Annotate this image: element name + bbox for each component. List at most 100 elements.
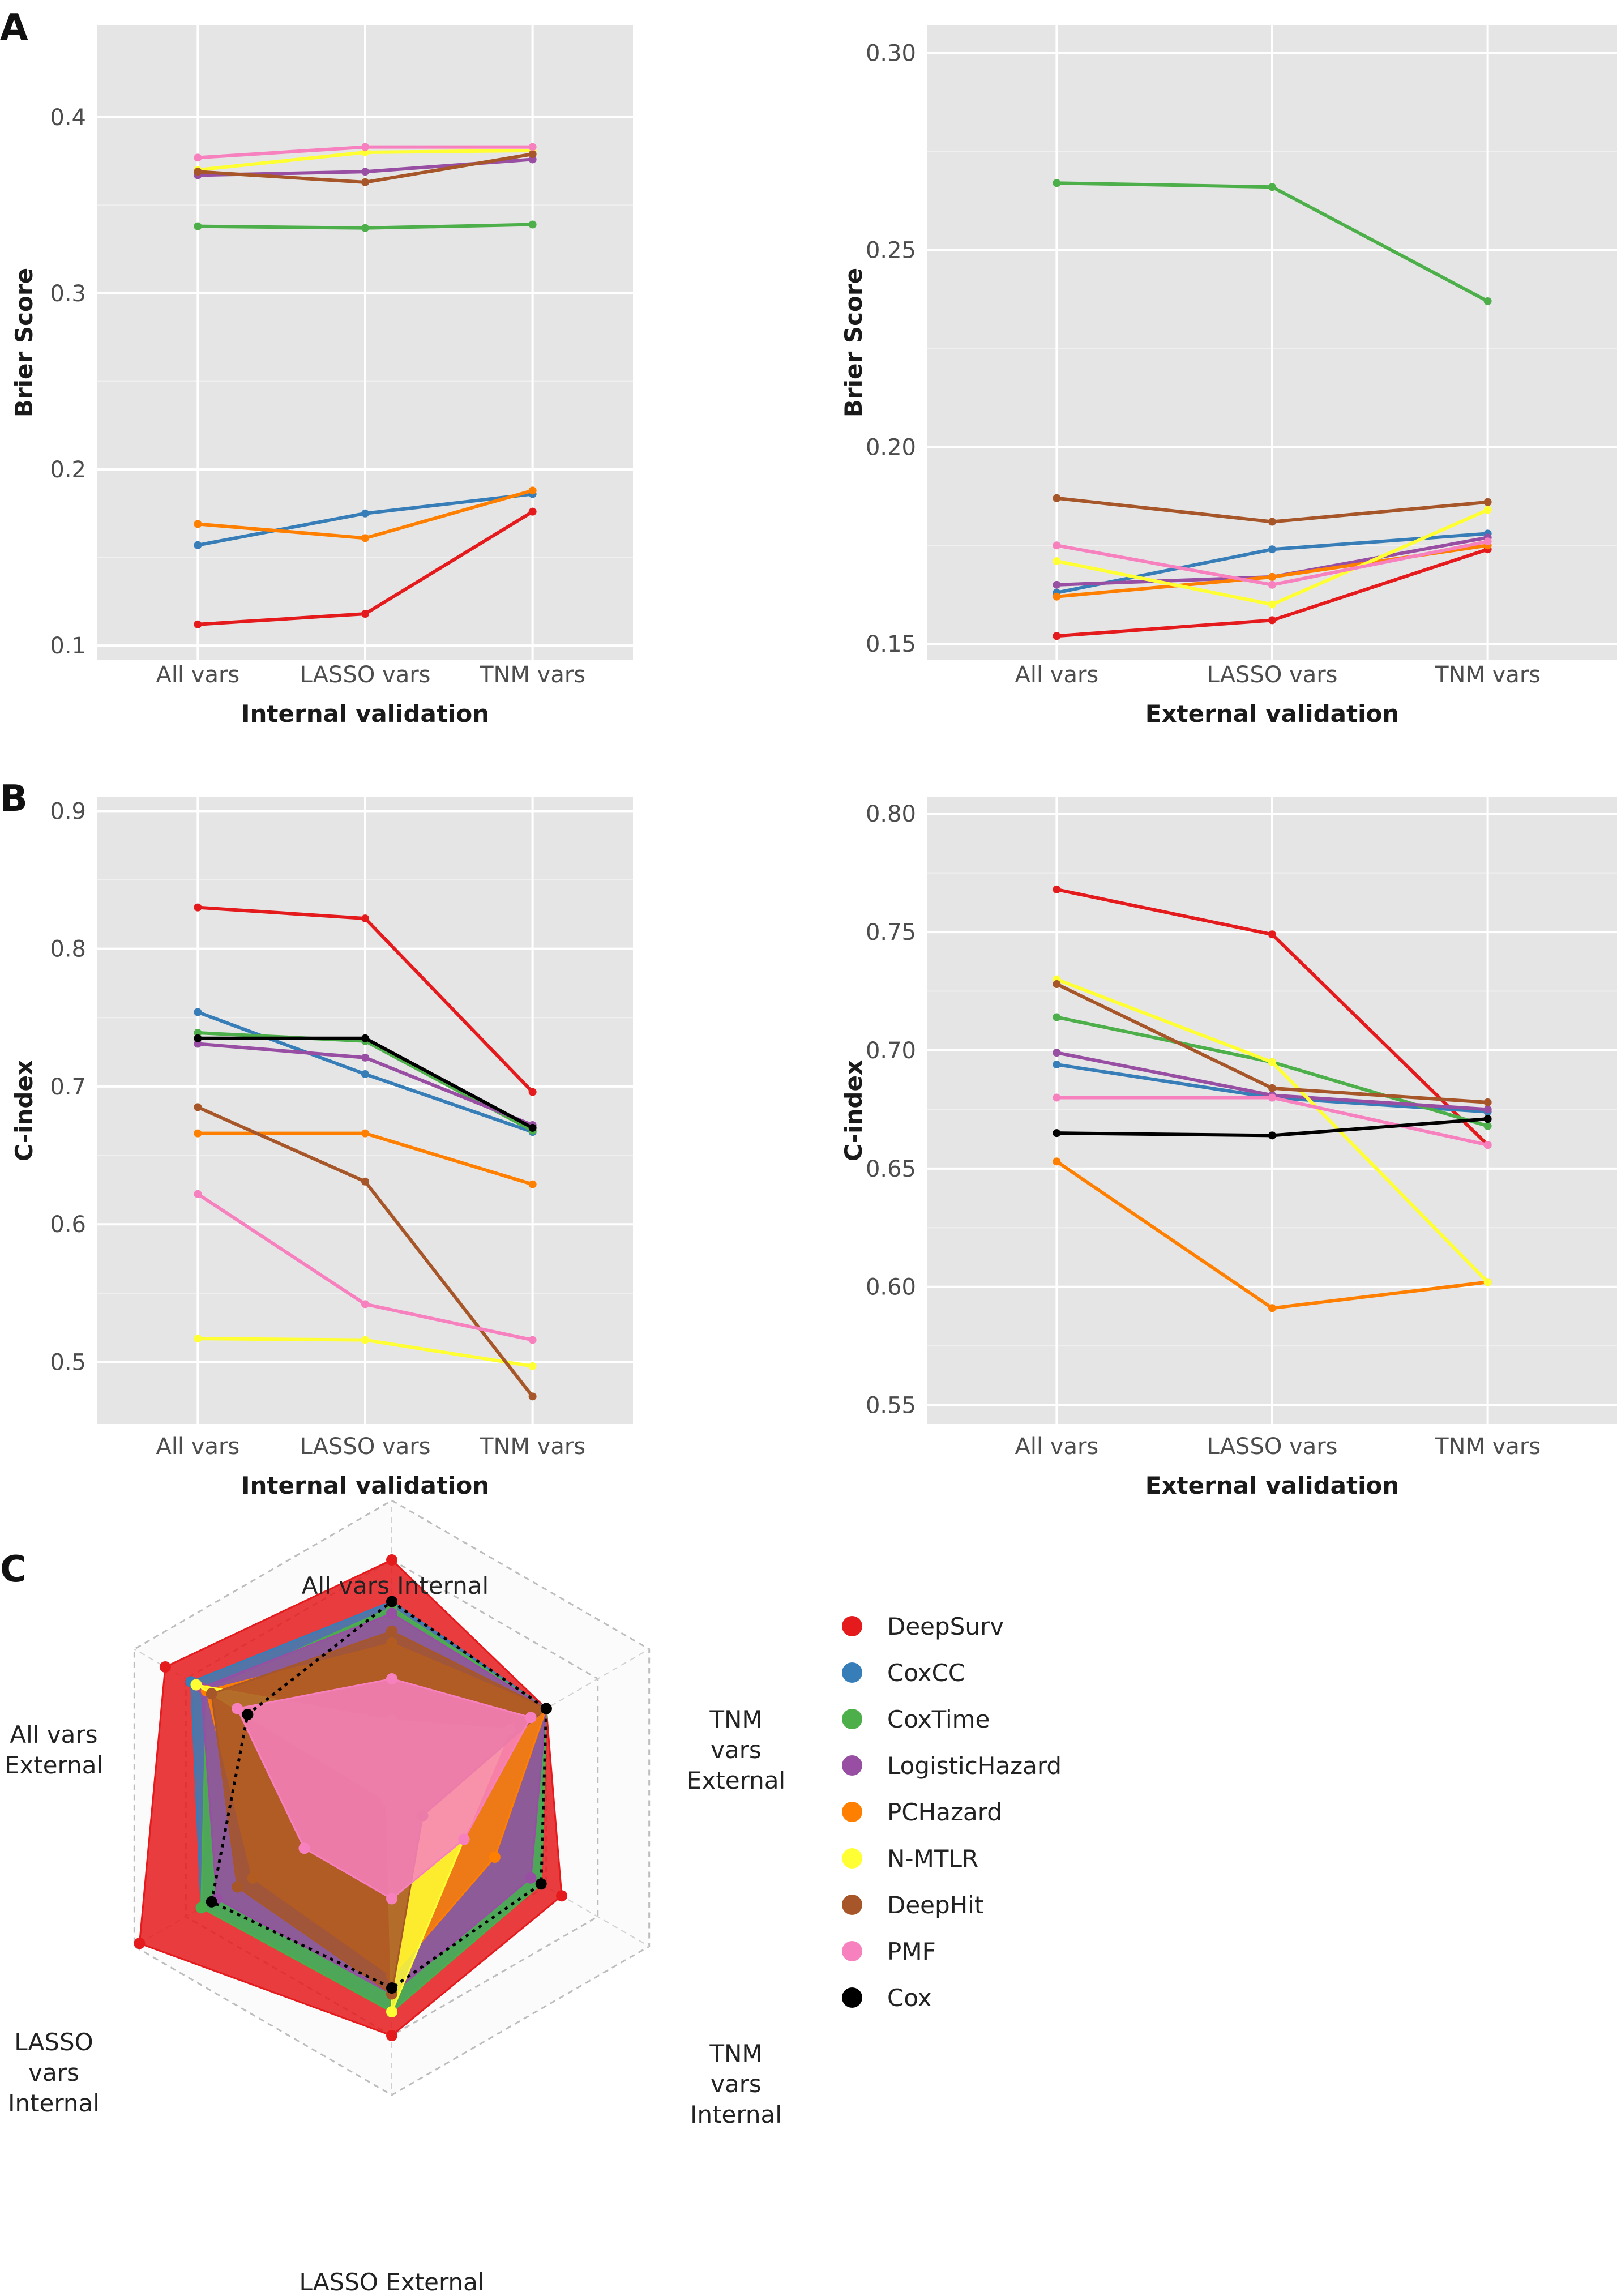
data-point-logistichazard — [361, 168, 369, 176]
legend-label: CoxCC — [887, 1659, 965, 1687]
y-tick-label: 0.5 — [50, 1350, 86, 1376]
radar-axis-label: All vars Internal — [302, 1572, 489, 1600]
legend-label: Cox — [887, 1984, 932, 2012]
data-point-deephit — [1053, 494, 1061, 502]
data-point-pchazard — [528, 486, 537, 495]
radar-axis-label: TNM — [709, 1705, 762, 1733]
radar-point-deephit — [206, 1688, 217, 1700]
radar-point-pmf — [458, 1833, 470, 1845]
data-point-pmf — [528, 1336, 537, 1344]
data-point-pchazard — [194, 1129, 202, 1138]
data-point-pchazard — [194, 520, 202, 528]
radar-point-cox — [540, 1703, 552, 1714]
x-tick-label: All vars — [1015, 662, 1098, 688]
data-point-deepsurv — [194, 620, 202, 628]
radar-axis-label: Internal — [690, 2101, 782, 2128]
x-axis-title: Internal validation — [241, 1472, 489, 1499]
y-tick-label: 0.75 — [866, 920, 916, 946]
chart-c-radar: All vars InternalTNMvarsExternalTNMvarsI… — [5, 1499, 1062, 2296]
data-point-cox — [361, 1034, 369, 1042]
radar-axis-label: LASSO External — [299, 2268, 484, 2296]
data-point-pmf — [1483, 537, 1492, 546]
data-point-n-mtlr — [1268, 600, 1276, 609]
radar-point-deepsurv — [386, 1554, 397, 1566]
data-point-cox — [194, 1034, 202, 1042]
data-point-pchazard — [361, 534, 369, 542]
data-point-coxtime — [1053, 1013, 1061, 1021]
data-point-pchazard — [1053, 1157, 1061, 1166]
data-point-n-mtlr — [194, 1335, 202, 1343]
radar-point-pchazard — [489, 1852, 500, 1863]
data-point-logistichazard — [1483, 1105, 1492, 1114]
data-point-coxtime — [361, 224, 369, 232]
x-axis-title: External validation — [1145, 1472, 1399, 1499]
radar-point-cox — [386, 1982, 397, 1994]
legend-label: CoxTime — [887, 1705, 990, 1733]
data-point-cox — [1053, 1129, 1061, 1138]
y-axis-title: Brier Score — [10, 268, 38, 417]
data-point-deephit — [1483, 498, 1492, 506]
data-point-pchazard — [1268, 572, 1276, 581]
data-point-pmf — [194, 153, 202, 162]
data-point-deepsurv — [1268, 616, 1276, 625]
data-point-deepsurv — [1053, 632, 1061, 640]
data-point-n-mtlr — [528, 1362, 537, 1370]
panel-label-b: B — [0, 778, 28, 820]
data-point-coxtime — [528, 220, 537, 229]
radar-point-cox — [206, 1896, 217, 1908]
radar-point-deepsurv — [386, 2030, 397, 2041]
legend-label: PCHazard — [887, 1798, 1002, 1826]
x-tick-label: LASSO vars — [300, 1434, 430, 1460]
data-point-coxtime — [194, 1029, 202, 1037]
legend-swatch-cox — [842, 1987, 862, 2008]
radar-point-pmf — [232, 1703, 243, 1714]
data-point-pchazard — [361, 1129, 369, 1138]
panel-label-a: A — [0, 7, 28, 49]
legend-swatch-pmf — [842, 1941, 862, 1961]
radar-spoke — [391, 1648, 650, 1798]
radar-axis-label: External — [5, 1751, 103, 1779]
data-point-deepsurv — [194, 903, 202, 912]
data-point-pmf — [528, 143, 537, 151]
legend-swatch-deepsurv — [842, 1616, 862, 1636]
data-point-deephit — [528, 1392, 537, 1401]
chart-b-internal: 0.5 0.6 0.7 0.8 0.9 All vars LASSO vars TNM var… — [10, 797, 633, 1499]
legend-swatch-logistichazard — [842, 1755, 862, 1776]
legend-label: DeepHit — [887, 1891, 983, 1919]
legend-swatch-deephit — [842, 1895, 862, 1915]
radar-point-n-mtlr — [190, 1679, 202, 1691]
y-tick-label: 0.15 — [866, 631, 916, 657]
data-point-deephit — [1268, 1084, 1276, 1092]
data-point-deephit — [194, 168, 202, 176]
radar-point-cox — [535, 1878, 547, 1890]
data-point-pmf — [1268, 1093, 1276, 1102]
data-point-logistichazard — [194, 1040, 202, 1048]
radar-point-pmf — [525, 1712, 537, 1724]
data-point-deepsurv — [1268, 930, 1276, 939]
data-point-pmf — [361, 143, 369, 151]
y-tick-label: 0.20 — [866, 434, 916, 460]
y-tick-label: 0.80 — [866, 801, 916, 827]
radar-point-pmf — [298, 1842, 310, 1854]
legend-swatch-pchazard — [842, 1802, 862, 1822]
x-tick-label: TNM vars — [479, 1434, 585, 1460]
data-point-coxtime — [1483, 297, 1492, 305]
radar-point-deepsurv — [134, 1938, 146, 1949]
data-point-deephit — [194, 1103, 202, 1111]
chart-a-external: 0.15 0.20 0.25 0.30 All vars LASSO vars TNM va… — [840, 25, 1617, 728]
radar-point-logistichazard — [525, 1872, 537, 1884]
data-point-coxtime — [1483, 1122, 1492, 1130]
data-point-coxtime — [1053, 179, 1061, 187]
radar-axis-label: External — [687, 1767, 785, 1794]
data-point-pmf — [361, 1300, 369, 1309]
data-point-logistichazard — [1053, 580, 1061, 589]
data-point-pmf — [194, 1190, 202, 1198]
radar-axis-label: vars — [711, 2070, 762, 2098]
y-tick-label: 0.55 — [866, 1393, 916, 1419]
legend-label: N-MTLR — [887, 1845, 978, 1872]
data-point-deepsurv — [528, 507, 537, 516]
data-point-cox — [528, 1123, 537, 1132]
data-point-deephit — [361, 178, 369, 186]
data-point-logistichazard — [1053, 1049, 1061, 1057]
data-point-cox — [1483, 1115, 1492, 1123]
